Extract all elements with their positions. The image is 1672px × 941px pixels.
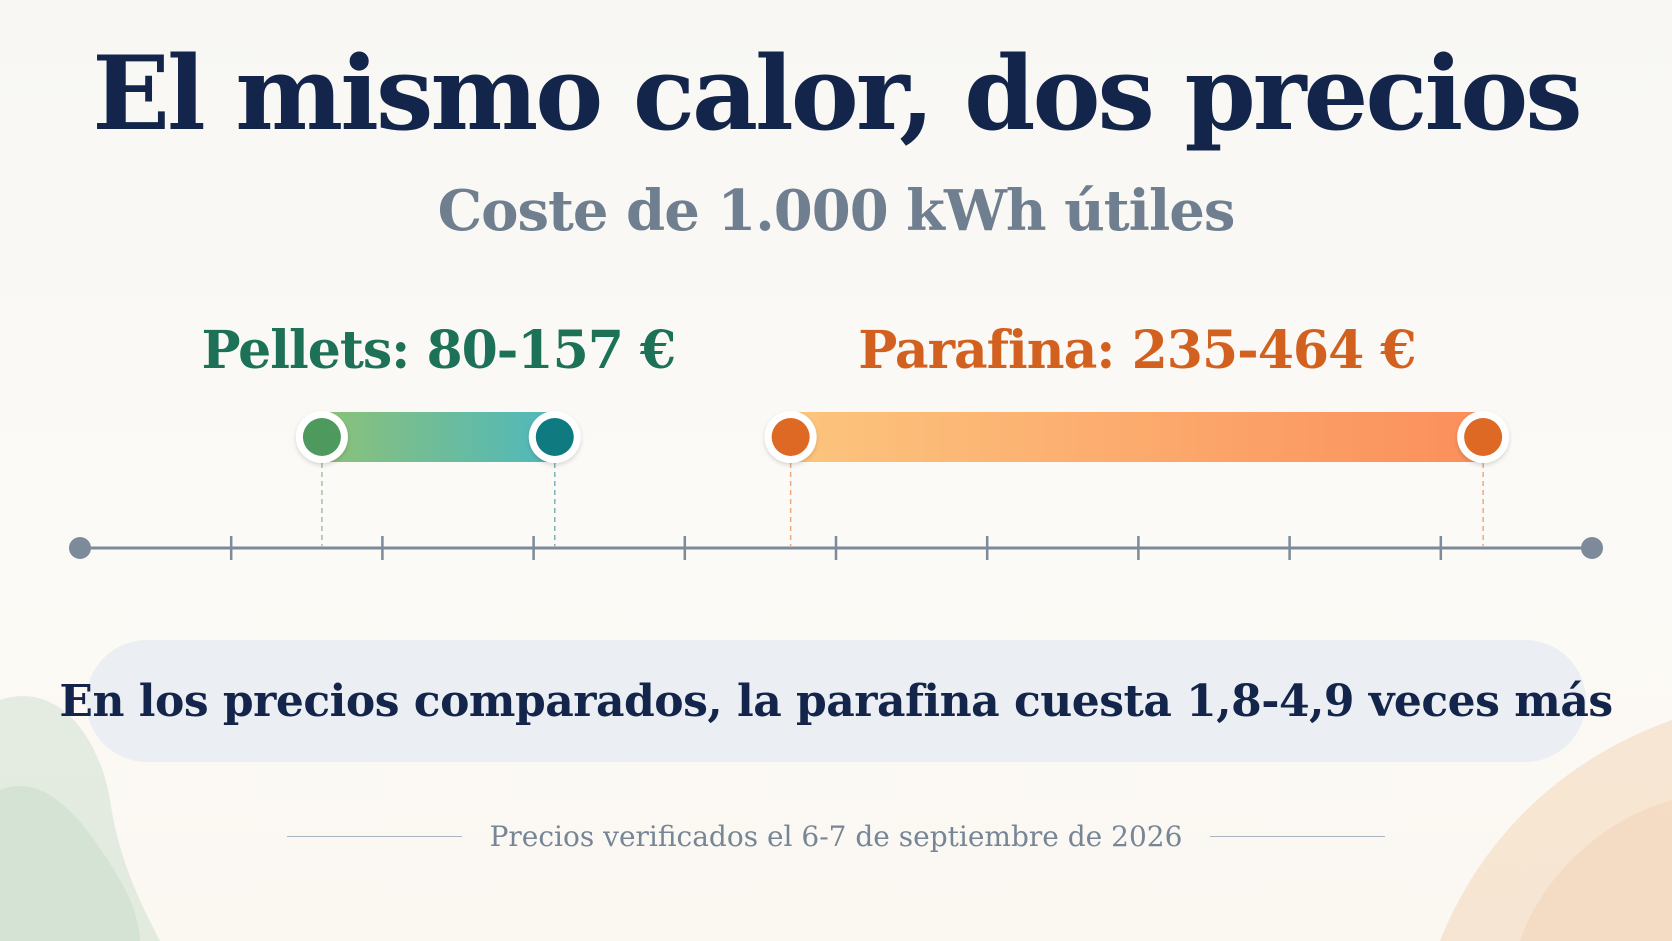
summary-text: En los precios comparados, la parafina c… bbox=[59, 675, 1613, 727]
peach-blob-light bbox=[1520, 800, 1672, 941]
x-axis bbox=[69, 536, 1603, 560]
footer-divider-right bbox=[1210, 835, 1386, 838]
footer: Precios verificados el 6-7 de septiembre… bbox=[0, 820, 1672, 853]
range-bar-pellets bbox=[321, 412, 555, 462]
series-label-pellets: Pellets: 80-157 € bbox=[201, 320, 676, 381]
marker-parafina-min bbox=[771, 418, 810, 456]
marker-pellets-min bbox=[302, 418, 341, 456]
axis-end-cap bbox=[1581, 537, 1603, 559]
footer-text: Precios verificados el 6-7 de septiembre… bbox=[489, 820, 1183, 853]
chart-subtitle: Coste de 1.000 kWh útiles bbox=[437, 178, 1236, 244]
footer-divider-left bbox=[286, 835, 462, 838]
marker-parafina-max bbox=[1464, 418, 1503, 456]
marker-pellets-max bbox=[535, 418, 574, 456]
series-label-parafina: Parafina: 235-464 € bbox=[858, 320, 1416, 381]
range-bars bbox=[295, 411, 1510, 546]
green-leaf-blob-light bbox=[0, 786, 140, 941]
chart-title: El mismo calor, dos precios bbox=[92, 34, 1582, 154]
peach-blob bbox=[1440, 720, 1672, 941]
summary-banner: En los precios comparados, la parafina c… bbox=[59, 640, 1613, 762]
range-bar-parafina bbox=[790, 412, 1484, 462]
axis-start-cap bbox=[69, 537, 91, 559]
